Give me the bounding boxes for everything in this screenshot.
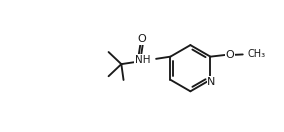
Text: O: O [138,34,146,44]
Text: NH: NH [135,55,151,65]
Text: N: N [207,77,216,86]
Text: O: O [226,50,235,60]
Text: CH₃: CH₃ [248,50,266,59]
